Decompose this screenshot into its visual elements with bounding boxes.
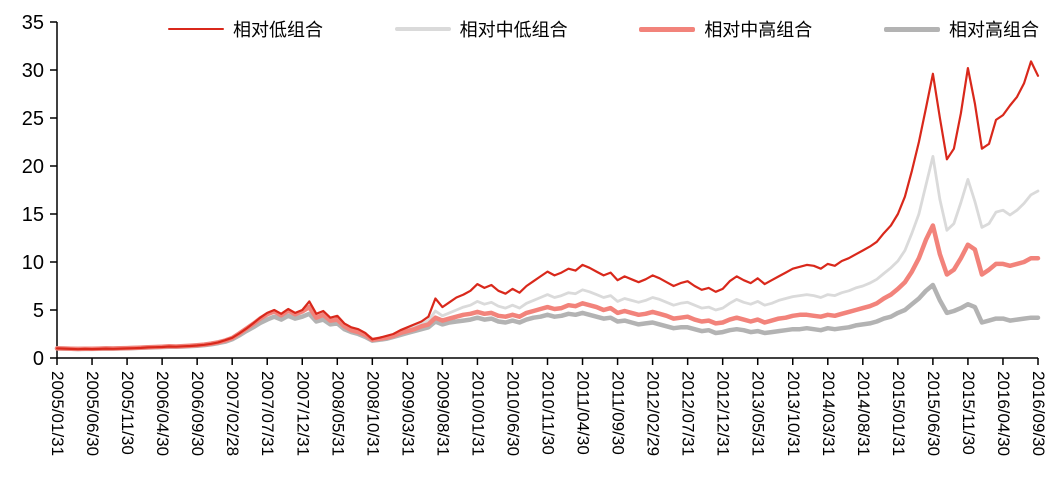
x-axis-label: 2012/07/31 [679, 371, 698, 456]
x-axis-label: 2013/05/31 [749, 371, 768, 456]
x-axis-label: 2009/03/31 [398, 371, 417, 456]
legend-line-sample-relative-high [883, 26, 940, 32]
x-axis-label: 2015/06/30 [924, 371, 943, 456]
legend-item-relative-mid-low: 相对中低组合 [394, 16, 568, 42]
x-axis-label: 2005/11/30 [118, 371, 137, 455]
x-axis-label: 2012/12/31 [714, 371, 733, 456]
x-axis-label: 2006/09/30 [188, 371, 207, 456]
x-axis-label: 2008/10/31 [363, 371, 382, 456]
y-axis-label: 10 [22, 252, 44, 274]
legend-line-sample-relative-mid-high [639, 26, 696, 32]
x-axis-label: 2005/06/30 [83, 371, 102, 456]
legend-line-sample-relative-mid-low [394, 27, 451, 31]
y-axis-label: 0 [33, 348, 44, 370]
legend-label-relative-high: 相对高组合 [948, 20, 1039, 40]
x-axis-label: 2012/02/29 [644, 371, 663, 456]
series-line-2 [54, 223, 1041, 352]
y-axis-label: 30 [22, 60, 44, 82]
y-axis-label: 15 [22, 204, 44, 226]
y-axis-label: 25 [22, 108, 44, 130]
x-axis-label: 2014/08/31 [854, 371, 873, 456]
x-axis-label: 2015/11/30 [959, 371, 978, 455]
x-axis-label: 2005/01/31 [48, 371, 67, 456]
legend-line-sample-relative-low [168, 27, 224, 31]
y-axis-label: 20 [22, 156, 44, 178]
legend-label-relative-mid-low: 相对中低组合 [459, 20, 568, 40]
legend-item-relative-high: 相对高组合 [883, 16, 1039, 42]
x-axis-label: 2015/01/31 [889, 371, 908, 456]
x-axis-label: 2007/07/31 [258, 371, 277, 456]
series-line-0 [55, 60, 1040, 351]
x-axis-label: 2007/02/28 [223, 371, 242, 456]
x-axis-label: 2009/08/31 [433, 371, 452, 456]
x-axis-label: 2008/05/31 [328, 371, 347, 456]
y-axis-label: 35 [22, 12, 44, 34]
legend-item-relative-mid-high: 相对中高组合 [639, 16, 812, 42]
y-axis-label: 5 [33, 300, 44, 322]
x-axis-label: 2007/12/31 [293, 371, 312, 456]
x-axis-label: 2011/09/30 [609, 371, 628, 455]
x-axis-label: 2006/04/30 [153, 371, 172, 456]
x-axis-label: 2016/04/30 [994, 371, 1013, 456]
x-axis-label: 2011/04/30 [574, 371, 593, 455]
x-axis-label: 2013/10/31 [784, 371, 803, 456]
x-axis-label: 2010/01/31 [468, 371, 487, 456]
x-axis-label: 2016/09/30 [1029, 371, 1048, 456]
legend-item-relative-low: 相对低组合 [168, 16, 323, 42]
x-axis-label: 2014/03/31 [819, 371, 838, 456]
x-axis-label: 2010/11/30 [539, 371, 558, 455]
legend-label-relative-mid-high: 相对中高组合 [704, 20, 813, 40]
legend-label-relative-low: 相对低组合 [233, 20, 323, 40]
series-line-1 [55, 154, 1040, 351]
x-axis-label: 2010/06/30 [503, 371, 522, 456]
chart-legend: 相对低组合 相对中低组合 相对中高组合 相对高组合 [168, 16, 1039, 42]
